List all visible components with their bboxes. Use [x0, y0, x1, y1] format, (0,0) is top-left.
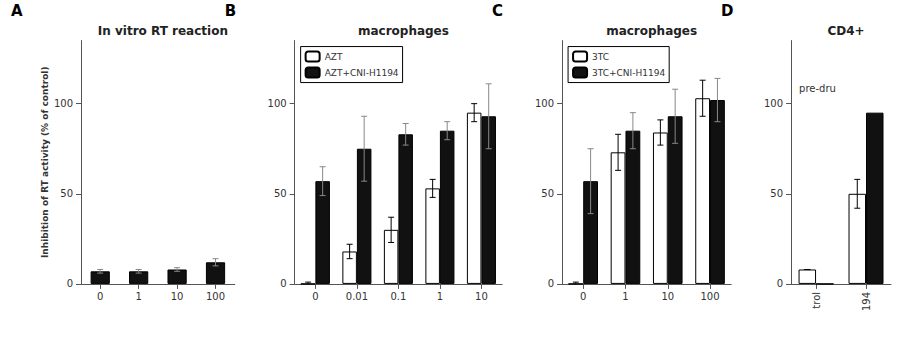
svg-text:3TC: 3TC [592, 52, 609, 62]
svg-text:AZT: AZT [325, 52, 343, 62]
svg-text:10: 10 [661, 291, 674, 302]
svg-text:0: 0 [777, 278, 783, 289]
svg-text:0: 0 [312, 291, 318, 302]
svg-text:10: 10 [171, 291, 184, 302]
svg-text:0: 0 [280, 278, 286, 289]
svg-text:10: 10 [475, 291, 488, 302]
svg-text:0: 0 [67, 278, 73, 289]
svg-text:1: 1 [622, 291, 628, 302]
svg-text:C: C [492, 2, 503, 20]
svg-text:0: 0 [97, 291, 103, 302]
svg-text:AZT+CNI-H1194: AZT+CNI-H1194 [325, 68, 399, 78]
svg-text:100: 100 [764, 98, 783, 109]
svg-text:D: D [721, 2, 733, 20]
svg-text:B: B [225, 2, 236, 20]
svg-text:In vitro RT reaction: In vitro RT reaction [98, 24, 228, 38]
svg-text:Inhibition of RT activity (% o: Inhibition of RT activity (% of control) [40, 66, 50, 258]
svg-text:50: 50 [274, 188, 287, 199]
svg-text:CD4+: CD4+ [827, 24, 864, 38]
svg-text:A: A [11, 2, 23, 20]
svg-text:macrophages: macrophages [606, 24, 697, 38]
svg-text:3TC+CNI-H1194: 3TC+CNI-H1194 [592, 68, 665, 78]
svg-text:50: 50 [770, 188, 783, 199]
svg-text:0: 0 [580, 291, 586, 302]
svg-text:1: 1 [135, 291, 141, 302]
svg-text:0: 0 [548, 278, 554, 289]
svg-text:194: 194 [861, 292, 872, 311]
svg-text:0.1: 0.1 [390, 291, 406, 302]
svg-text:100: 100 [206, 291, 225, 302]
svg-text:pre-dru: pre-dru [799, 83, 836, 94]
svg-text:macrophages: macrophages [358, 24, 449, 38]
svg-text:1: 1 [437, 291, 443, 302]
svg-text:50: 50 [60, 188, 73, 199]
svg-text:100: 100 [268, 98, 287, 109]
svg-text:100: 100 [54, 98, 73, 109]
svg-text:100: 100 [700, 291, 719, 302]
svg-text:0.01: 0.01 [346, 291, 368, 302]
svg-text:trol: trol [811, 292, 822, 309]
svg-text:50: 50 [541, 188, 554, 199]
svg-text:100: 100 [535, 98, 554, 109]
